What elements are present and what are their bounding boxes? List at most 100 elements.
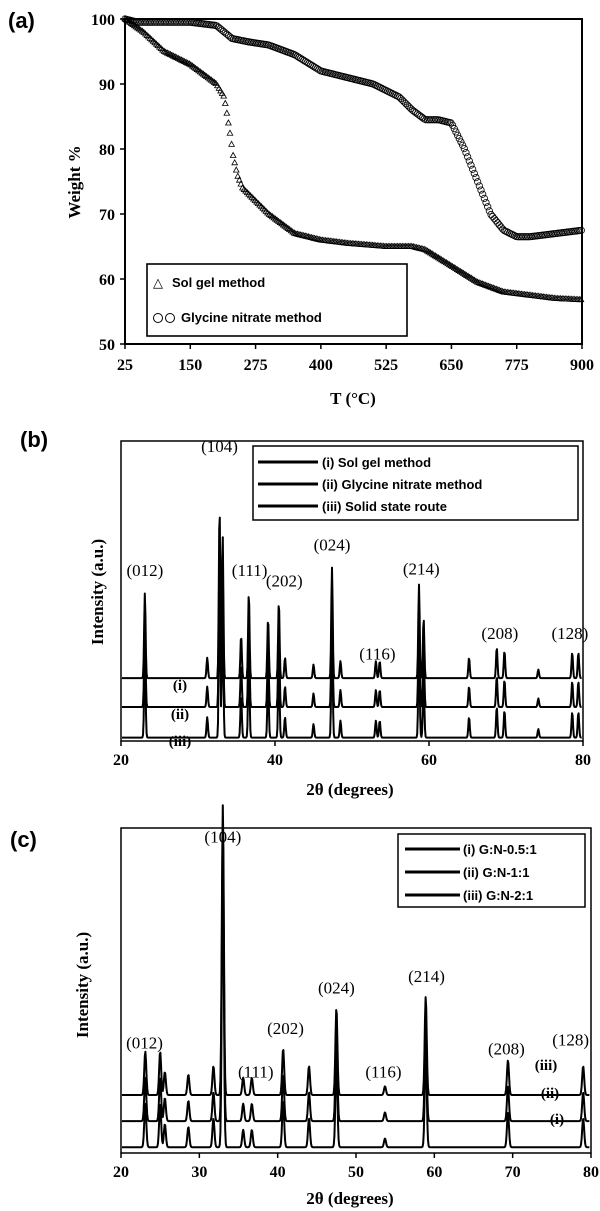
data-point <box>472 277 480 284</box>
data-point <box>431 252 439 259</box>
data-point <box>463 271 471 278</box>
data-point <box>467 161 475 169</box>
data-point <box>474 178 482 186</box>
data-point <box>497 287 505 294</box>
miller-index-label: (116) <box>359 644 395 663</box>
data-point <box>448 121 457 129</box>
data-point <box>171 53 179 60</box>
miller-index-label: (024) <box>318 979 355 998</box>
data-point <box>485 207 493 215</box>
data-point <box>423 247 431 254</box>
data-point <box>444 259 452 267</box>
data-point <box>460 144 468 153</box>
data-point <box>492 217 500 225</box>
data-point <box>452 264 460 271</box>
data-point <box>469 165 477 173</box>
data-point <box>204 73 212 81</box>
data-point <box>484 203 492 211</box>
x-tick-label: 25 <box>117 357 133 374</box>
data-point <box>196 68 204 75</box>
series-tag: (i) <box>173 678 187 694</box>
data-point <box>199 70 207 77</box>
x-tick-label: 50 <box>348 1164 364 1181</box>
data-point <box>475 279 483 286</box>
data-point <box>135 25 143 32</box>
data-point <box>268 212 276 220</box>
miller-index-label: (104) <box>201 437 238 456</box>
data-point <box>453 131 462 139</box>
data-point <box>210 78 218 85</box>
data-point <box>181 57 189 65</box>
data-point <box>469 275 477 282</box>
series-trace-1 <box>121 516 582 680</box>
data-point <box>509 231 517 239</box>
data-point <box>235 176 243 183</box>
panel-b-x-ticks: 20 40 60 80 <box>113 741 591 769</box>
data-point <box>209 77 217 84</box>
panel-a-y-axis-title: Weight % <box>65 145 84 218</box>
data-point <box>464 272 472 279</box>
data-point <box>491 284 499 292</box>
data-point <box>284 224 292 231</box>
data-point <box>428 250 436 257</box>
panel-c-y-axis-title: Intensity (a.u.) <box>73 932 92 1038</box>
legend-c-ii: (ii) G:N-1:1 <box>463 865 529 880</box>
data-point <box>226 33 234 41</box>
data-point <box>206 75 214 82</box>
data-point <box>229 151 237 158</box>
data-point <box>270 214 278 221</box>
x-tick-label: 275 <box>244 357 268 374</box>
series-sol-gel <box>121 15 585 303</box>
panel-a: (a) 50 60 70 80 90 100 25 150 275 400 525 650 775 90… <box>8 8 594 408</box>
panel-a-label: (a) <box>8 8 35 33</box>
data-point <box>392 91 400 99</box>
data-point <box>265 210 273 217</box>
series-tag: (i) <box>550 1112 564 1128</box>
data-point <box>226 129 234 136</box>
data-point <box>176 55 184 62</box>
x-tick-label: 20 <box>113 752 129 769</box>
y-tick-label: 90 <box>99 77 115 94</box>
series-tag: (iii) <box>169 734 192 750</box>
panel-b-label: (b) <box>20 427 48 452</box>
data-point <box>190 63 198 70</box>
panel-c-x-ticks: 20 30 40 50 60 70 80 <box>113 1153 599 1181</box>
x-tick-label: 70 <box>505 1164 521 1181</box>
series-trace-2 <box>121 830 590 1123</box>
series-tag: (iii) <box>535 1058 558 1074</box>
y-tick-label: 100 <box>91 12 115 29</box>
legend-circle-icon <box>165 313 175 323</box>
data-point <box>221 99 229 106</box>
miller-index-label: (012) <box>126 1034 163 1053</box>
data-point <box>447 119 455 127</box>
data-point <box>447 261 455 269</box>
legend-b-i: (i) Sol gel method <box>322 455 431 470</box>
miller-index-label: (208) <box>488 1039 525 1058</box>
data-point <box>486 283 494 290</box>
data-point <box>478 280 486 287</box>
data-point <box>456 267 464 274</box>
data-point <box>223 109 231 116</box>
panel-b-series: (i) (ii) (iii) <box>121 516 582 750</box>
panel-b-x-axis-title: 2θ (degrees) <box>306 780 393 799</box>
data-point <box>179 57 187 64</box>
data-point <box>448 262 456 270</box>
panel-c-legend: (i) G:N-0.5:1 (ii) G:N-1:1 (iii) G:N-2:1 <box>397 833 586 908</box>
data-point <box>193 65 201 72</box>
data-point <box>170 52 178 59</box>
data-point <box>195 66 203 74</box>
data-point <box>168 51 176 58</box>
data-point <box>207 76 215 83</box>
data-point <box>474 278 482 285</box>
miller-index-label: (214) <box>403 559 440 578</box>
data-point <box>434 254 442 261</box>
data-point <box>459 269 467 276</box>
data-point <box>163 49 171 56</box>
data-point <box>202 72 210 79</box>
data-point <box>450 125 458 133</box>
data-point <box>479 190 487 198</box>
data-point <box>442 258 450 266</box>
data-point <box>276 218 284 225</box>
panel-c: (c) 20 30 40 50 60 70 80 (i)(ii)(iii) (012) (10… <box>10 804 599 1208</box>
